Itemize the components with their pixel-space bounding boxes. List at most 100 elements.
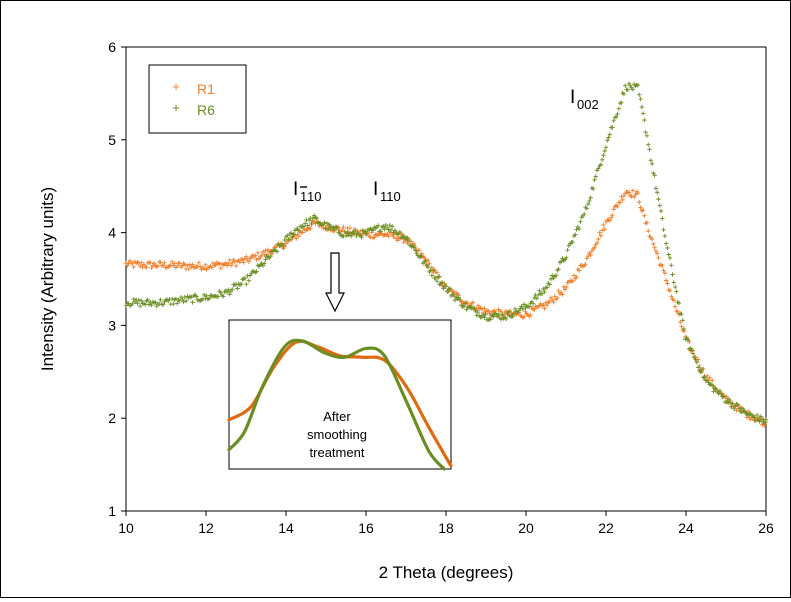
data-point-r6 [375, 223, 381, 228]
data-point-r1 [223, 260, 229, 266]
data-point-r1 [642, 213, 647, 218]
data-point-r1 [405, 241, 410, 246]
data-point-r6 [419, 254, 424, 259]
data-point-r6 [433, 275, 438, 281]
data-point-r1 [233, 263, 239, 269]
data-point-r1 [626, 190, 632, 195]
data-point-r6 [493, 311, 499, 316]
legend-marker-r1: + [172, 79, 180, 94]
data-point-r1 [662, 270, 668, 276]
y-axis-ticks: 1 2 3 4 5 6 [108, 39, 126, 519]
data-point-r6 [157, 301, 162, 307]
data-point-r6 [260, 263, 266, 268]
data-point-r1 [263, 248, 268, 253]
y-tick-label: 4 [108, 225, 116, 241]
data-point-r6 [521, 302, 527, 307]
data-point-r1 [465, 300, 470, 306]
data-point-r6 [547, 282, 552, 287]
data-point-r6 [680, 318, 685, 323]
data-point-r6 [291, 231, 296, 237]
data-point-r6 [405, 235, 410, 241]
data-point-r6 [383, 222, 389, 228]
data-point-r6 [143, 302, 148, 307]
data-point-r6 [282, 237, 287, 243]
data-point-r6 [653, 186, 659, 191]
data-point-r6 [235, 286, 240, 291]
data-point-r6 [616, 106, 621, 111]
data-point-r1 [210, 260, 216, 266]
data-point-r6 [290, 234, 295, 240]
data-point-r6 [643, 129, 648, 135]
data-point-r1 [127, 258, 133, 263]
data-point-r6 [226, 287, 231, 293]
data-point-r6 [666, 252, 671, 257]
data-point-r1 [246, 259, 252, 264]
data-point-r1 [201, 266, 207, 271]
data-point-r1 [237, 260, 243, 265]
data-point-r6 [593, 174, 598, 179]
data-point-r1 [341, 224, 346, 230]
data-point-r6 [512, 306, 518, 312]
data-point-r6 [727, 400, 733, 405]
data-point-r6 [699, 367, 705, 372]
data-point-r1 [633, 192, 638, 197]
data-point-r1 [125, 263, 130, 268]
data-point-r6 [578, 219, 583, 224]
data-point-r1 [340, 227, 345, 233]
data-point-r6 [169, 296, 175, 302]
data-point-r1 [375, 233, 381, 238]
data-point-r1 [209, 265, 214, 270]
data-point-r1 [401, 239, 406, 245]
data-point-r1 [707, 375, 712, 380]
data-point-r6 [671, 280, 677, 285]
data-point-r1 [386, 234, 391, 239]
data-point-r6 [286, 237, 291, 242]
data-point-r1 [653, 248, 659, 254]
data-point-r6 [510, 314, 515, 319]
data-point-r6 [592, 177, 597, 183]
data-point-r6 [520, 306, 525, 312]
data-point-r6 [560, 256, 565, 261]
data-point-r1 [675, 309, 680, 315]
data-point-r6 [221, 294, 226, 299]
data-point-r6 [382, 226, 387, 232]
data-point-r6 [721, 394, 726, 399]
data-point-r1 [589, 248, 595, 254]
data-point-r1 [745, 409, 751, 414]
data-point-r1 [597, 230, 602, 235]
data-point-r6 [500, 312, 505, 317]
data-point-r1 [704, 373, 710, 379]
data-point-r1 [288, 237, 294, 243]
data-point-r6 [565, 247, 570, 253]
data-point-r1 [260, 249, 266, 255]
x-tick-label: 20 [518, 520, 534, 536]
x-tick-label: 26 [758, 520, 774, 536]
data-point-r1 [592, 245, 597, 250]
data-point-r6 [726, 397, 732, 402]
data-point-r6 [655, 190, 660, 195]
data-point-r1 [486, 308, 491, 314]
data-point-r6 [519, 304, 524, 309]
data-point-r1 [141, 262, 147, 267]
data-point-r1 [409, 239, 414, 244]
data-point-r6 [762, 420, 767, 425]
data-point-r6 [553, 273, 559, 278]
data-point-r1 [196, 260, 202, 265]
data-point-r6 [646, 142, 651, 147]
data-point-r6 [570, 240, 575, 245]
data-point-r1 [155, 263, 161, 269]
data-point-r1 [368, 234, 373, 240]
down-arrow-icon [325, 252, 345, 313]
data-point-r6 [695, 365, 701, 370]
data-point-r6 [573, 232, 578, 237]
data-point-r1 [734, 408, 739, 413]
data-point-r6 [544, 285, 550, 290]
data-point-r6 [406, 238, 412, 244]
data-point-r6 [342, 229, 348, 235]
data-point-r1 [656, 255, 661, 261]
data-point-r1 [130, 260, 135, 266]
data-point-r6 [541, 286, 546, 292]
data-point-r1 [608, 215, 614, 220]
data-point-r6 [463, 301, 468, 306]
data-point-r1 [528, 312, 533, 318]
